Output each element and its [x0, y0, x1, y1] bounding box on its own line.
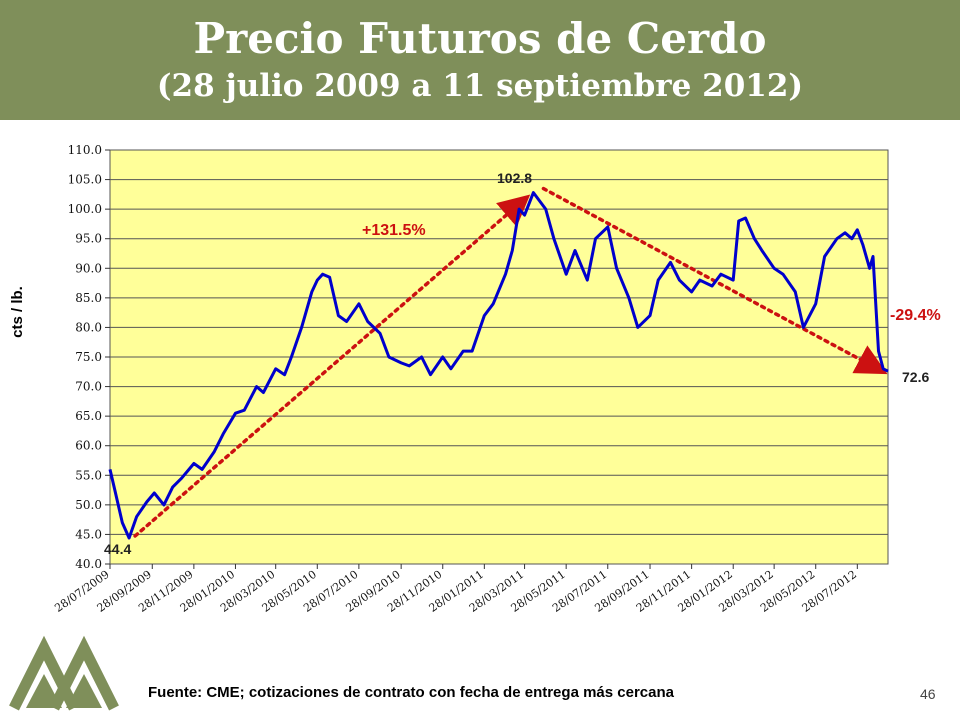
- y-tick-label: 95.0: [75, 232, 102, 246]
- title-banner: Precio Futuros de Cerdo (28 julio 2009 a…: [0, 0, 960, 120]
- y-tick-label: 105.0: [68, 173, 102, 187]
- y-tick-label: 75.0: [75, 350, 102, 364]
- y-tick-label: 85.0: [75, 291, 102, 305]
- y-tick-label: 55.0: [75, 468, 102, 482]
- y-axis-label: cts / lb.: [9, 286, 26, 338]
- y-tick-label: 90.0: [75, 261, 102, 275]
- trend-arrow-up: [133, 194, 531, 538]
- y-tick-label: 40.0: [75, 557, 102, 571]
- trend-arrows: [133, 186, 888, 538]
- label-min-value: 44.4: [104, 541, 131, 557]
- y-tick-label: 100.0: [68, 202, 102, 216]
- x-axis-ticks: 28/07/200928/09/200928/11/200928/01/2010…: [52, 564, 859, 615]
- slide-title: Precio Futuros de Cerdo: [193, 14, 767, 63]
- y-tick-label: 45.0: [75, 527, 102, 541]
- company-logo: [9, 635, 119, 711]
- y-tick-label: 65.0: [75, 409, 102, 423]
- page-number: 46: [920, 686, 936, 702]
- hog-futures-line-chart: 40.0 45.0 50.0 55.0 60.0 65.0 70.0 75.0 80.0 85.0…: [9, 143, 941, 615]
- y-tick-label: 70.0: [75, 380, 102, 394]
- label-max-value: 102.8: [497, 170, 532, 186]
- y-tick-label: 80.0: [75, 320, 102, 334]
- annotation-increase: +131.5%: [362, 222, 426, 239]
- slide-subtitle: (28 julio 2009 a 11 septiembre 2012): [156, 68, 804, 104]
- source-note: Fuente: CME; cotizaciones de contrato co…: [148, 684, 674, 701]
- y-tick-label: 50.0: [75, 498, 102, 512]
- y-tick-label: 60.0: [75, 439, 102, 453]
- label-last-value: 72.6: [902, 369, 929, 385]
- y-axis-ticks: 40.0 45.0 50.0 55.0 60.0 65.0 70.0 75.0 80.0 85.0…: [68, 143, 110, 571]
- price-series-line: [108, 191, 889, 540]
- y-tick-label: 110.0: [68, 143, 102, 157]
- annotation-decrease: -29.4%: [890, 307, 941, 324]
- trend-arrow-down: [541, 186, 888, 375]
